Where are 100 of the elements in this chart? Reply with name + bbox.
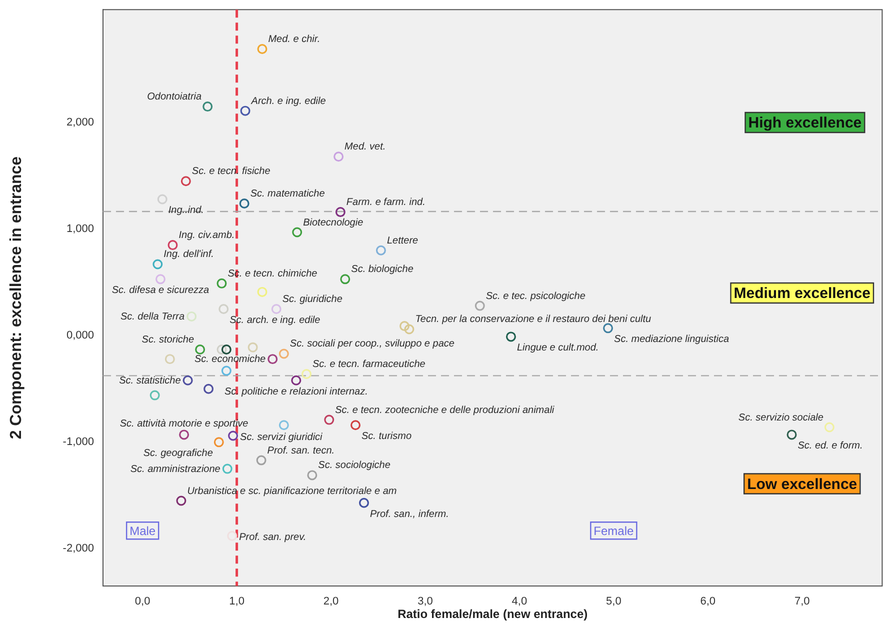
series-label: Sc. mediazione linguistica [614, 334, 730, 346]
point [195, 344, 206, 354]
point [182, 375, 193, 386]
point [248, 342, 258, 352]
point [218, 304, 229, 314]
series-label: Med. e chir. [268, 34, 320, 46]
point [227, 530, 238, 541]
point [268, 354, 278, 364]
series-label: Sc. sociologiche [318, 460, 391, 472]
y-tick-label: 1,000 [66, 223, 94, 236]
point [324, 414, 334, 425]
series-label: Odontoiatria [147, 92, 202, 103]
series-label: Urbanistica e sc. pianificazione territoriale e am [187, 486, 397, 497]
point [302, 368, 312, 379]
series-label: Sc. statistiche [119, 375, 182, 386]
x-tick-label: 2,0 [323, 596, 339, 608]
point [179, 430, 190, 440]
point [603, 323, 614, 334]
point [155, 274, 166, 284]
point [221, 366, 232, 376]
y-tick-label: -2,000 [62, 542, 94, 555]
x-tick-label: 7,0 [794, 596, 810, 608]
series-label: Sc. giuridiche [282, 294, 343, 305]
series-label: Sc. difesa e sicurezza [112, 285, 210, 296]
series-label: Sc. economiche [194, 354, 266, 366]
series-label: Sc. biologiche [351, 264, 414, 276]
x-tick-label: 3,0 [418, 596, 433, 608]
point [824, 422, 834, 432]
series-label: Sc. ed. e form. [798, 440, 863, 452]
point [152, 259, 163, 270]
point [404, 324, 414, 334]
point [786, 430, 797, 440]
point [186, 311, 197, 322]
point [240, 106, 250, 116]
series-label: Ing. dell'inf. [164, 249, 214, 260]
annotation: High excellence [748, 114, 862, 132]
series-label: Prof. san., inferm. [370, 508, 449, 520]
series-label: Prof. san. prev. [239, 532, 306, 543]
series-label: Sc. e tecn. fisiche [192, 166, 271, 178]
series-label: Sc. attività motorie e sportive [120, 418, 249, 430]
point [340, 274, 350, 284]
point [176, 496, 186, 506]
x-tick-label: 5,0 [606, 596, 622, 608]
point [307, 470, 318, 480]
point [257, 44, 268, 54]
point [202, 102, 213, 112]
series-label: Sc. matematiche [250, 188, 326, 200]
point [222, 464, 232, 474]
point [335, 207, 346, 218]
point [239, 198, 250, 209]
series-label: Tecn. per la conservazione e il restauro dei beni cultu [415, 314, 652, 326]
point [204, 384, 214, 394]
point [400, 321, 410, 332]
point [157, 194, 168, 204]
annotation: Male [130, 524, 156, 538]
x-tick-label: 1,0 [229, 596, 244, 608]
point [291, 375, 302, 386]
x-tick-label: 6,0 [700, 596, 716, 608]
series-label: Sc. turismo [362, 431, 412, 442]
series-label: Med. vet. [344, 142, 386, 153]
series-label: Sc. geografiche [143, 448, 214, 460]
point [257, 286, 268, 297]
point [350, 420, 361, 430]
point [334, 152, 344, 162]
point [168, 240, 178, 250]
y-tick-label: 2,000 [66, 116, 94, 129]
series-label: Sc. e tec. psicologiche [486, 290, 586, 302]
point [216, 278, 227, 288]
series-label: Prof. san. tecn. [267, 445, 335, 456]
series-label: Sc. della Terra [120, 311, 185, 322]
series-label: Sc. arch. e ing. edile [230, 314, 321, 326]
series-label: Sc. servizi giuridici [240, 432, 324, 443]
series-label: Sc. amministrazione [130, 464, 221, 475]
annotation: Female [594, 524, 634, 538]
series-label: Sc. storiche [142, 334, 194, 346]
point [228, 430, 238, 441]
annotation: Low excellence [747, 476, 858, 493]
point [278, 348, 289, 359]
annotation: Medium excellence [734, 285, 870, 302]
point [474, 300, 485, 311]
series-label: Sc. e tecn. farmaceutiche [312, 358, 426, 370]
y-tick-label: 0,000 [66, 330, 94, 342]
point [150, 390, 160, 400]
point [221, 344, 232, 354]
point [376, 245, 386, 256]
series-label: Biotecnologie [303, 217, 364, 228]
point [506, 332, 516, 342]
point [256, 455, 266, 466]
y-tick-label: -1,000 [62, 436, 94, 448]
series-label: Ing..ind. [168, 205, 204, 216]
point [216, 344, 227, 354]
series-label: Lingue e cult.mod. [516, 342, 599, 354]
point [214, 437, 224, 448]
point [271, 304, 282, 314]
point [164, 354, 175, 364]
series-label: Arch. e ing. edile [250, 96, 326, 107]
series-label: Ing. civ.amb. [178, 230, 235, 242]
point [180, 176, 191, 186]
series-label: Farm. e farm. ind. [346, 197, 426, 208]
point [292, 227, 302, 238]
